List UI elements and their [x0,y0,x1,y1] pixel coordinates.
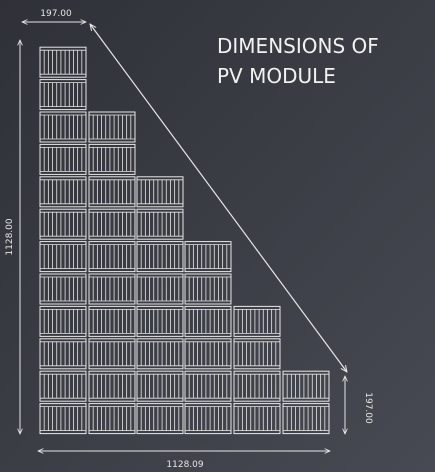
pv-module [39,305,87,337]
pv-module [39,241,87,273]
pv-module [39,46,87,78]
pv-module [39,338,87,370]
title-line: PV MODULE [217,64,336,88]
diagonal-dimension-line [90,24,347,372]
top-dimension-label: 197.00 [40,9,72,19]
pv-module [39,208,87,240]
pv-module [39,176,87,208]
pv-module [39,370,87,402]
right-dimension-label: 197.00 [363,392,373,424]
pv-module [184,403,232,435]
height-dimension-label: 1128.00 [5,218,15,255]
pv-module [39,79,87,111]
bottom-dimension-label: 1128.09 [166,460,203,470]
pv-module [39,111,87,143]
pv-module [136,403,184,435]
pv-module [39,403,87,435]
pv-module [39,273,87,305]
pv-module [88,403,136,435]
title-line: DIMENSIONS OF [217,34,379,58]
pv-module [39,143,87,175]
pv-module [282,403,330,435]
pv-module [233,403,281,435]
